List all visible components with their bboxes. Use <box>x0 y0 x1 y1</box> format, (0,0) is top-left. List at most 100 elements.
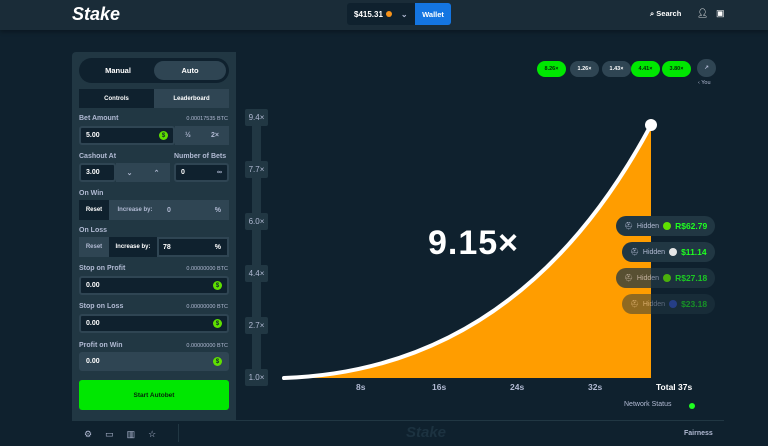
hidden-user-icon: ⛑ <box>624 275 633 282</box>
on-loss-label: On Loss <box>79 227 108 234</box>
on-win-input[interactable]: 0% <box>161 200 229 220</box>
stake-logo[interactable]: Stake <box>72 4 121 24</box>
number-of-bets-value: 0 <box>181 169 185 176</box>
history-pill[interactable]: 3.80× <box>662 61 691 77</box>
bet-amount-value: 5.00 <box>86 132 100 139</box>
on-win-reset-button[interactable]: Reset <box>79 200 109 220</box>
tab-manual[interactable]: Manual <box>105 66 131 75</box>
dollar-coin-icon: $ <box>159 131 168 140</box>
stats-icon[interactable]: ▥ <box>126 429 136 439</box>
stop-loss-value: 0.00 <box>86 320 100 327</box>
win-user: Hidden <box>642 248 666 256</box>
start-autobet-button[interactable]: Start Autobet <box>79 380 229 410</box>
favorite-star-icon[interactable]: ☆ <box>148 429 157 439</box>
profit-on-win-value: 0.00 <box>86 358 100 365</box>
currency-icon <box>669 248 678 256</box>
half-button[interactable]: ½ <box>185 132 191 139</box>
search-icon: ⌕ <box>650 9 655 18</box>
win-item: ⛑ Hidden $23.18 <box>622 294 716 314</box>
win-user: Hidden <box>636 222 660 230</box>
on-loss-reset-button[interactable]: Reset <box>85 244 103 250</box>
y-tick: 9.4× <box>245 109 268 126</box>
history-pill[interactable]: 8.26× <box>537 61 566 77</box>
on-loss-input[interactable]: 78% <box>157 237 229 257</box>
hidden-user-icon: ⛑ <box>630 249 639 256</box>
fairness-link[interactable]: Fairness <box>684 430 713 437</box>
footer-stake-logo: Stake <box>406 424 447 441</box>
history-pill[interactable]: 1.43× <box>602 61 631 77</box>
currency-icon <box>663 222 672 230</box>
search-label: Search <box>656 9 682 18</box>
game-footer <box>72 420 724 446</box>
bet-amount-input[interactable]: 5.00 $ <box>79 126 175 145</box>
curve-line <box>282 123 653 380</box>
x-tick: 16s <box>432 382 447 392</box>
footer-divider <box>178 424 179 442</box>
cashout-input[interactable]: 3.00 <box>79 163 116 182</box>
win-amount: R$27.18 <box>675 273 708 283</box>
current-multiplier: 9.15× <box>428 224 520 262</box>
dollar-coin-icon: $ <box>213 319 222 328</box>
search-button[interactable]: ⌕ Search <box>650 9 681 19</box>
stop-profit-value: 0.00 <box>86 282 100 289</box>
network-status-label: Network Status <box>624 401 672 408</box>
y-tick: 1.0× <box>245 369 268 386</box>
curve-fill <box>284 125 651 378</box>
stop-profit-label: Stop on Profit <box>79 265 126 272</box>
history-pill[interactable]: 4.41× <box>631 61 660 77</box>
stop-profit-input[interactable]: 0.00 $ <box>79 276 229 295</box>
stop-loss-label: Stop on Loss <box>79 303 124 310</box>
win-item: ⛑ Hidden R$27.18 <box>616 268 716 288</box>
on-win-increase-button[interactable]: Increase by: <box>117 207 153 213</box>
on-win-value: 0 <box>167 206 171 214</box>
increase-cashout-button[interactable]: ⌃ <box>153 169 160 177</box>
profit-on-win-label: Profit on Win <box>79 342 123 349</box>
theatre-mode-icon[interactable]: ▭ <box>105 429 114 439</box>
number-of-bets-label: Number of Bets <box>174 153 227 160</box>
currency-icon <box>669 300 678 308</box>
win-amount: R$62.79 <box>675 221 708 231</box>
balance-selector[interactable]: $415.31 ⌄ <box>347 3 415 25</box>
user-icon[interactable]: 👤︎ <box>697 8 709 18</box>
x-tick: 24s <box>510 382 525 392</box>
on-loss-value: 78 <box>163 243 171 251</box>
number-of-bets-input[interactable]: 0 ∞ <box>174 163 229 182</box>
hidden-user-icon: ⛑ <box>624 223 633 230</box>
curve-endpoint <box>645 119 657 131</box>
chat-icon[interactable]: ▣ <box>716 8 725 18</box>
stop-profit-btc: 0.00000000 BTC <box>186 266 228 272</box>
double-button[interactable]: 2× <box>210 132 219 139</box>
tab-controls[interactable]: Controls <box>79 89 154 108</box>
history-pill[interactable]: 1.26× <box>570 61 599 77</box>
settings-icon[interactable]: ⚙ <box>84 429 93 439</box>
tab-leaderboard[interactable]: Leaderboard <box>154 89 229 108</box>
dollar-coin-icon: $ <box>213 357 222 366</box>
trend-chart-icon[interactable]: ↗ <box>697 59 716 77</box>
y-tick: 6.0× <box>245 213 268 230</box>
dollar-coin-icon: $ <box>213 281 222 290</box>
on-loss-increase-button[interactable]: Increase by: <box>109 237 157 257</box>
win-amount: $23.18 <box>681 299 708 309</box>
win-amount: $11.14 <box>681 247 707 257</box>
win-user: Hidden <box>642 300 666 308</box>
profit-on-win-field: 0.00 $ <box>79 352 229 371</box>
win-item: ⛑ Hidden $11.14 <box>622 242 715 262</box>
on-win-label: On Win <box>79 190 104 197</box>
profit-on-win-btc: 0.00000000 BTC <box>186 343 228 349</box>
balance-value: $415.31 <box>354 9 383 19</box>
bet-amount-label: Bet Amount <box>79 115 119 122</box>
infinity-icon: ∞ <box>217 169 222 176</box>
stop-loss-input[interactable]: 0.00 $ <box>79 314 229 333</box>
win-user: Hidden <box>636 274 660 282</box>
wallet-button[interactable]: Wallet <box>415 3 451 25</box>
mode-toggle: Manual Auto <box>79 58 229 83</box>
percent-icon: % <box>214 206 221 214</box>
x-tick: 8s <box>356 382 366 392</box>
y-tick: 4.4× <box>245 265 268 282</box>
tab-auto[interactable]: Auto <box>154 61 226 80</box>
you-label: ‹ You <box>698 80 711 86</box>
y-tick: 2.7× <box>245 317 268 334</box>
network-status-dot <box>689 403 695 409</box>
decrease-cashout-button[interactable]: ⌄ <box>126 169 133 177</box>
